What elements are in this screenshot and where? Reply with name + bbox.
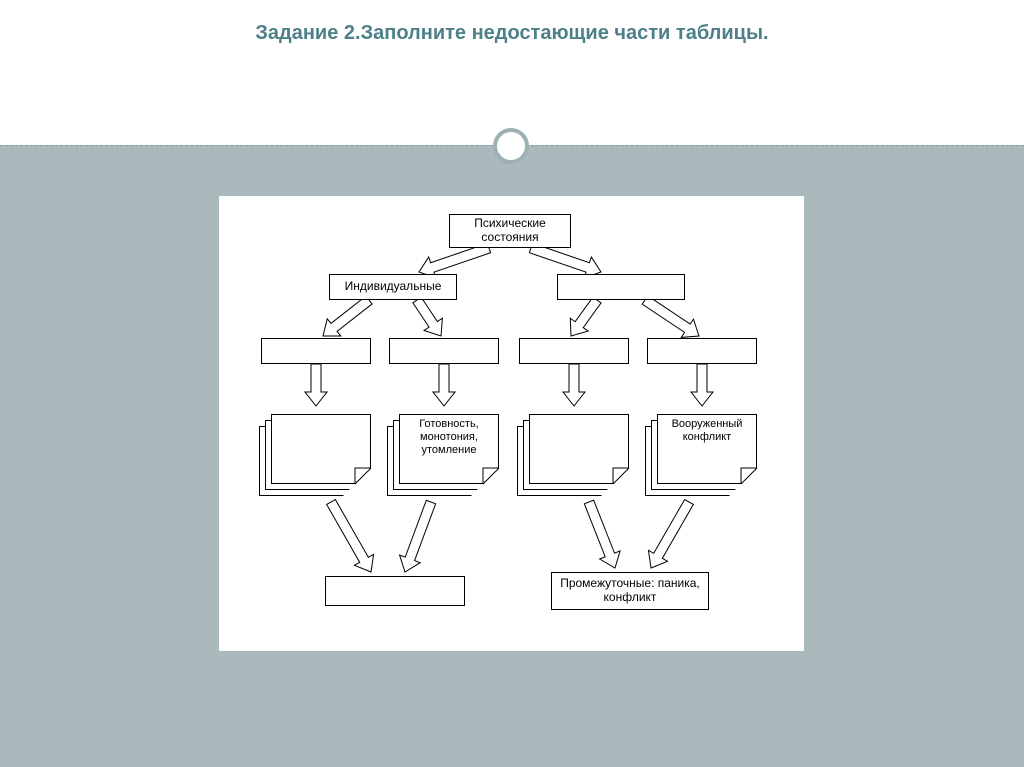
arrow-icon [395,498,442,576]
node-l2-b [389,338,499,364]
stack-fold-icon [259,414,375,504]
stack-d: Вооруженный конфликт [645,414,761,504]
node-l2-d [647,338,757,364]
node-l1-left: Индивидуальные [329,274,457,300]
divider-circle-icon [493,128,529,164]
arrow-icon [579,498,625,572]
arrow-icon [433,364,455,406]
node-l4-right: Промежуточные: паника, конфликт [551,572,709,610]
node-l2-c [519,338,629,364]
arrow-icon [305,364,327,406]
slide-page: Задание 2.Заполните недостающие части та… [0,0,1024,767]
node-label: Промежуточные: паника, конфликт [556,577,704,605]
arrow-icon [408,294,450,342]
stack-b: Готовность, монотония, утомление [387,414,503,504]
arrow-icon [562,294,606,343]
node-l1-right [557,274,685,300]
node-label: Психические состояния [454,217,566,245]
stack-c [517,414,633,504]
node-label: Индивидуальные [345,280,442,294]
diagram-card: Психические состояния Индивидуальные Про… [219,196,804,651]
stack-fold-icon [517,414,633,504]
arrow-icon [321,497,380,578]
arrow-icon [563,364,585,406]
stack-a [259,414,375,504]
node-l2-a [261,338,371,364]
stack-label: Вооруженный конфликт [659,418,755,444]
arrow-icon [641,497,698,574]
arrow-icon [691,364,713,406]
node-root: Психические состояния [449,214,571,248]
slide-header: Задание 2.Заполните недостающие части та… [0,0,1024,145]
slide-title: Задание 2.Заполните недостающие части та… [0,22,1024,45]
stack-label: Готовность, монотония, утомление [401,418,497,458]
node-l4-left [325,576,465,606]
